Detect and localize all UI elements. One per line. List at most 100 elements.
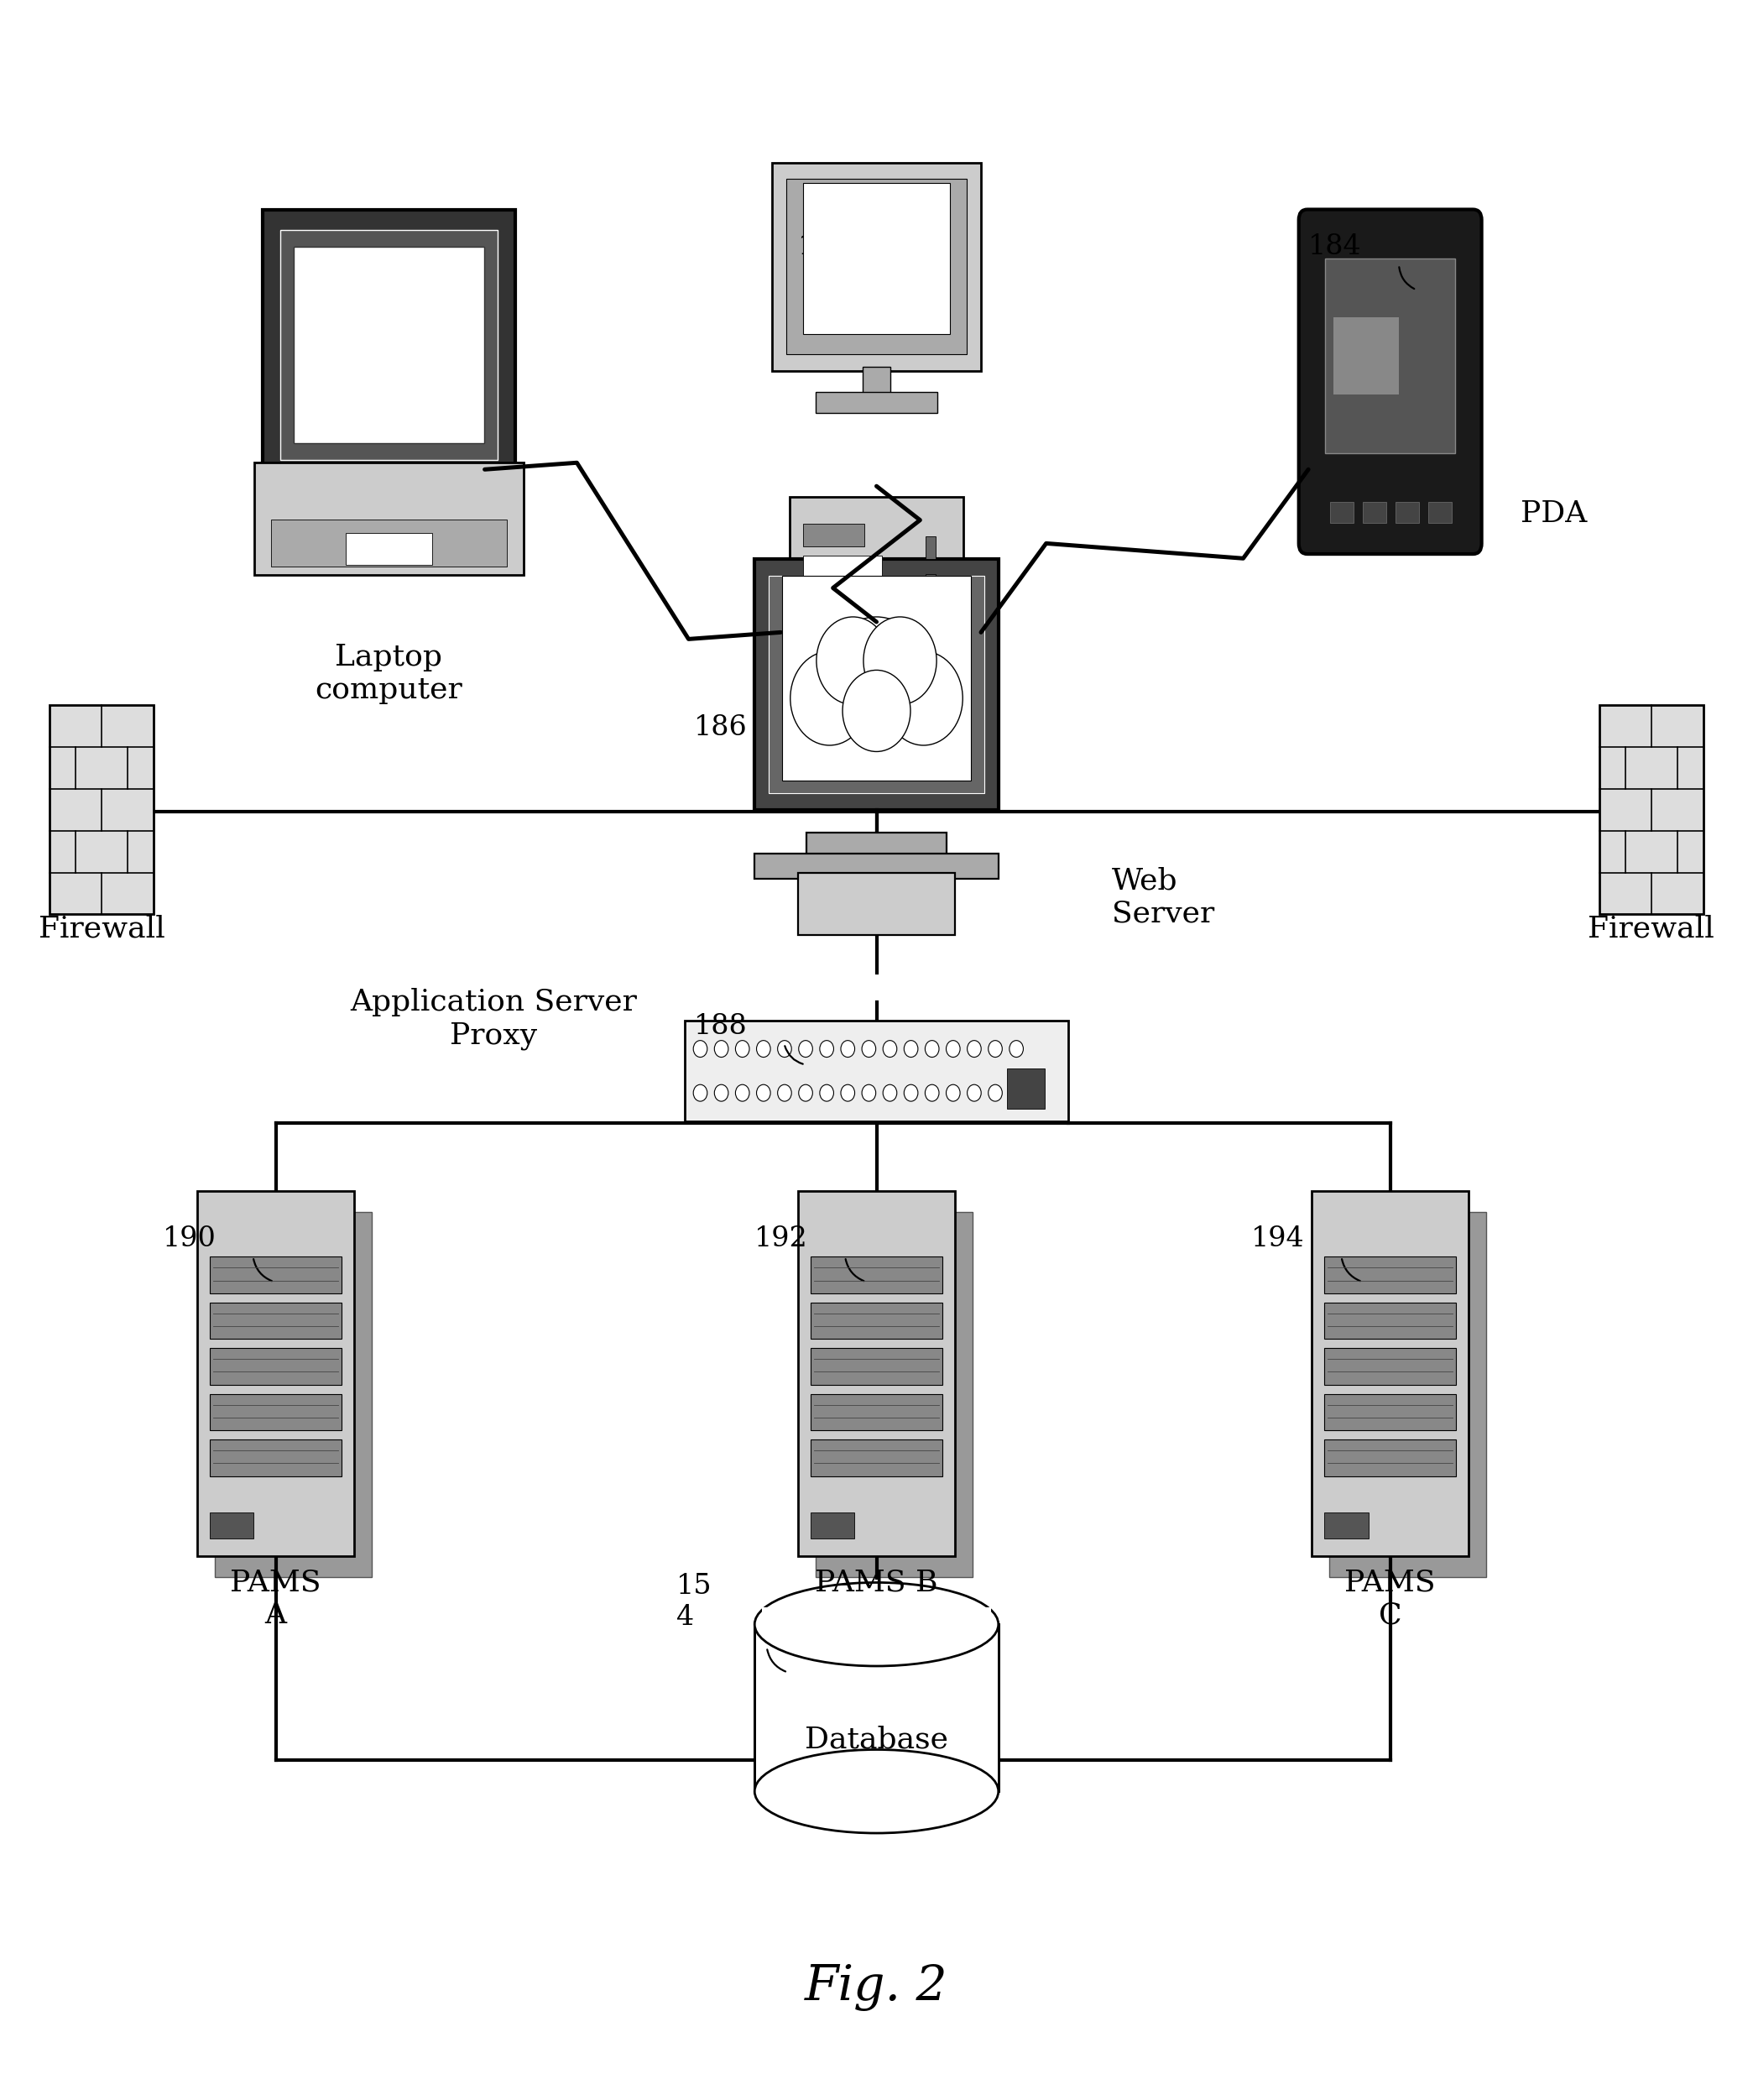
Circle shape xyxy=(841,1040,855,1056)
Circle shape xyxy=(862,1084,876,1100)
FancyBboxPatch shape xyxy=(1334,317,1399,395)
Text: IBM
Compatible: IBM Compatible xyxy=(789,638,964,699)
FancyBboxPatch shape xyxy=(272,519,507,567)
Circle shape xyxy=(905,1084,919,1100)
Circle shape xyxy=(864,617,936,706)
Circle shape xyxy=(736,1084,749,1100)
Text: 192: 192 xyxy=(754,1226,808,1252)
FancyBboxPatch shape xyxy=(1395,502,1418,523)
Text: 182: 182 xyxy=(798,233,852,260)
FancyBboxPatch shape xyxy=(1324,1394,1457,1430)
FancyBboxPatch shape xyxy=(810,1512,854,1537)
Circle shape xyxy=(820,1084,834,1100)
FancyBboxPatch shape xyxy=(1329,1212,1487,1577)
Circle shape xyxy=(757,1040,771,1056)
FancyBboxPatch shape xyxy=(1429,502,1451,523)
Text: 188: 188 xyxy=(694,1012,747,1040)
Circle shape xyxy=(884,651,962,745)
Text: Application Server
Proxy: Application Server Proxy xyxy=(351,987,636,1050)
Text: Laptop
computer: Laptop computer xyxy=(316,643,463,704)
FancyBboxPatch shape xyxy=(761,1781,992,1802)
FancyBboxPatch shape xyxy=(926,573,936,596)
FancyBboxPatch shape xyxy=(754,855,999,878)
Circle shape xyxy=(1010,1084,1024,1100)
FancyBboxPatch shape xyxy=(810,1438,943,1476)
Circle shape xyxy=(905,1040,919,1056)
Text: PAMS B: PAMS B xyxy=(815,1569,938,1596)
Circle shape xyxy=(947,1084,961,1100)
Circle shape xyxy=(926,1084,940,1100)
FancyBboxPatch shape xyxy=(210,1302,342,1340)
Circle shape xyxy=(715,1040,727,1056)
Circle shape xyxy=(778,1040,792,1056)
Circle shape xyxy=(824,617,929,741)
FancyBboxPatch shape xyxy=(345,533,433,565)
Circle shape xyxy=(1010,1040,1024,1056)
FancyBboxPatch shape xyxy=(216,1212,372,1577)
FancyBboxPatch shape xyxy=(768,575,985,794)
FancyBboxPatch shape xyxy=(782,575,971,781)
Text: Database: Database xyxy=(805,1724,948,1754)
Circle shape xyxy=(757,1084,771,1100)
FancyBboxPatch shape xyxy=(1311,1191,1469,1556)
FancyBboxPatch shape xyxy=(798,1191,955,1556)
Circle shape xyxy=(841,1084,855,1100)
FancyBboxPatch shape xyxy=(1324,1302,1457,1340)
Circle shape xyxy=(778,1084,792,1100)
FancyBboxPatch shape xyxy=(210,1512,254,1537)
FancyBboxPatch shape xyxy=(210,1394,342,1430)
FancyBboxPatch shape xyxy=(810,1348,943,1384)
FancyBboxPatch shape xyxy=(806,834,947,859)
Text: Firewall: Firewall xyxy=(1588,913,1714,943)
FancyBboxPatch shape xyxy=(254,462,524,575)
Circle shape xyxy=(843,670,910,752)
FancyBboxPatch shape xyxy=(798,871,955,935)
FancyBboxPatch shape xyxy=(810,1394,943,1430)
Text: Web
Server: Web Server xyxy=(1111,865,1215,928)
Circle shape xyxy=(736,1040,749,1056)
FancyBboxPatch shape xyxy=(263,477,515,502)
FancyBboxPatch shape xyxy=(754,559,999,811)
Circle shape xyxy=(926,1040,940,1056)
Text: 186: 186 xyxy=(694,714,747,741)
Text: PAMS
C: PAMS C xyxy=(1345,1569,1436,1630)
FancyBboxPatch shape xyxy=(1324,1348,1457,1384)
Text: 194: 194 xyxy=(1252,1226,1304,1252)
FancyBboxPatch shape xyxy=(280,231,498,460)
FancyBboxPatch shape xyxy=(685,1021,1068,1121)
FancyBboxPatch shape xyxy=(771,162,982,372)
FancyBboxPatch shape xyxy=(761,1609,992,1628)
Text: Firewall: Firewall xyxy=(39,913,165,943)
FancyBboxPatch shape xyxy=(1325,258,1455,454)
FancyBboxPatch shape xyxy=(803,584,882,607)
FancyBboxPatch shape xyxy=(789,496,964,622)
Circle shape xyxy=(989,1040,1003,1056)
FancyBboxPatch shape xyxy=(1331,502,1353,523)
FancyBboxPatch shape xyxy=(815,1212,973,1577)
FancyBboxPatch shape xyxy=(1599,706,1704,913)
Circle shape xyxy=(820,1040,834,1056)
FancyBboxPatch shape xyxy=(803,557,882,578)
FancyBboxPatch shape xyxy=(1299,210,1481,554)
FancyBboxPatch shape xyxy=(926,538,936,559)
Ellipse shape xyxy=(754,1583,999,1665)
Circle shape xyxy=(791,651,869,745)
Circle shape xyxy=(884,1040,898,1056)
FancyBboxPatch shape xyxy=(803,525,864,546)
Text: 15
4: 15 4 xyxy=(677,1573,712,1630)
FancyBboxPatch shape xyxy=(1324,1438,1457,1476)
FancyBboxPatch shape xyxy=(803,183,950,334)
FancyBboxPatch shape xyxy=(1324,1256,1457,1294)
Circle shape xyxy=(715,1084,727,1100)
FancyBboxPatch shape xyxy=(810,1302,943,1340)
Text: 180: 180 xyxy=(293,250,347,277)
FancyBboxPatch shape xyxy=(1006,1069,1045,1109)
FancyBboxPatch shape xyxy=(862,367,891,397)
FancyBboxPatch shape xyxy=(210,1438,342,1476)
Text: PAMS
A: PAMS A xyxy=(230,1569,321,1630)
Text: PDA: PDA xyxy=(1522,500,1586,527)
Circle shape xyxy=(799,1040,813,1056)
Text: 190: 190 xyxy=(163,1226,216,1252)
FancyBboxPatch shape xyxy=(49,706,154,913)
FancyBboxPatch shape xyxy=(785,178,968,355)
